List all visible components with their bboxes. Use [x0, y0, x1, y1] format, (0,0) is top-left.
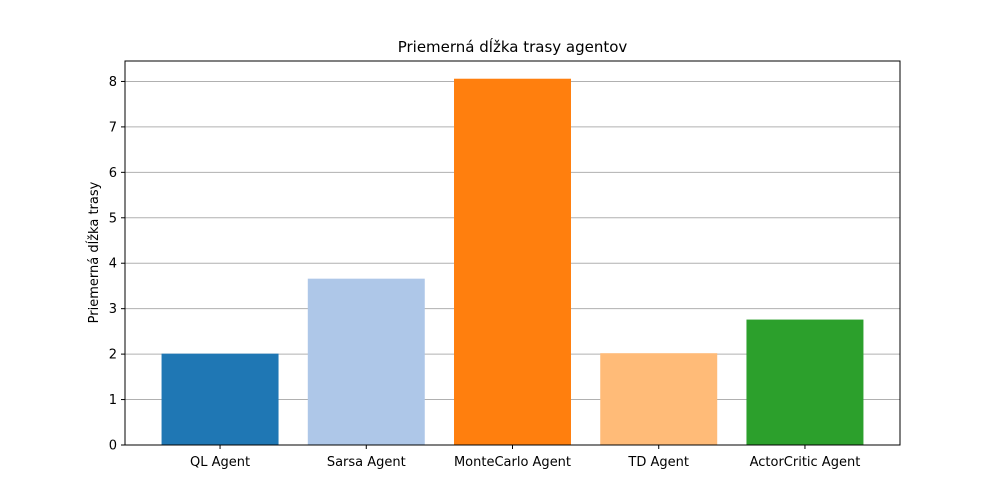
y-tick-label: 6 — [109, 166, 117, 181]
bar — [600, 353, 718, 445]
bars — [161, 78, 864, 445]
y-axis: 0 1 2 3 4 5 6 7 8 — [109, 75, 125, 454]
y-tick-label: 1 — [109, 393, 117, 408]
y-tick-label: 7 — [109, 120, 117, 135]
x-axis: QL Agent Sarsa Agent MonteCarlo Agent TD Ag… — [190, 445, 860, 470]
y-tick-label: 3 — [109, 302, 117, 317]
bar — [161, 353, 279, 445]
y-tick-label: 8 — [109, 75, 117, 90]
x-tick-label: MonteCarlo Agent — [454, 455, 571, 470]
bar — [307, 278, 425, 445]
x-tick-label: QL Agent — [190, 455, 250, 470]
x-tick-label: ActorCritic Agent — [750, 455, 861, 470]
chart-title: Priemerná dĺžka trasy agentov — [398, 37, 628, 56]
y-tick-label: 5 — [109, 211, 117, 226]
bar — [746, 319, 864, 445]
y-tick-label: 2 — [109, 348, 117, 363]
y-axis-label: Priemerná dĺžka trasy — [86, 181, 102, 323]
x-tick-label: TD Agent — [627, 455, 689, 470]
bar — [454, 78, 571, 445]
x-tick-label: Sarsa Agent — [327, 455, 406, 470]
y-tick-label: 0 — [109, 439, 117, 454]
y-tick-label: 4 — [109, 257, 117, 272]
